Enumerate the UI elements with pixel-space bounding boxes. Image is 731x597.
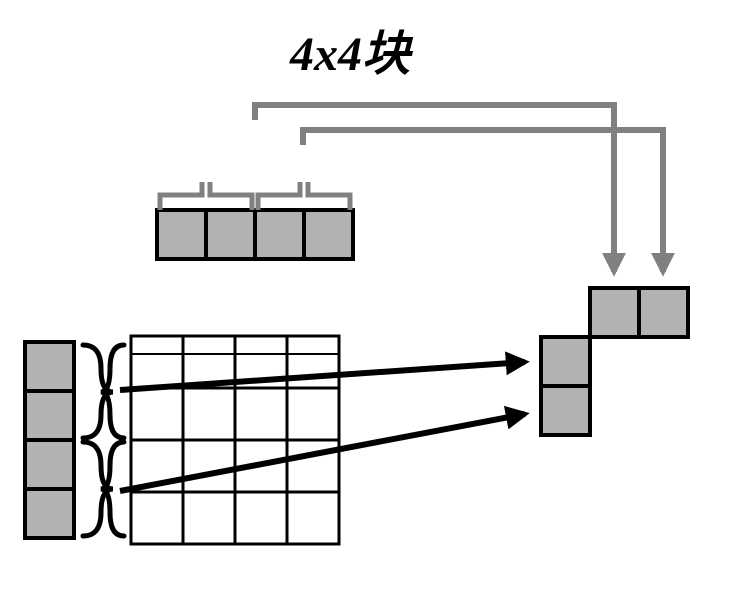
top-row-cell bbox=[255, 210, 304, 259]
diagram-title: 4x4块 bbox=[289, 28, 414, 81]
top-row-cell bbox=[157, 210, 206, 259]
top-right-pair-cell bbox=[639, 288, 688, 337]
left-col-cell bbox=[25, 440, 74, 489]
top-right-pair-cell bbox=[590, 288, 639, 337]
left-col-cell bbox=[25, 391, 74, 440]
top-bracket bbox=[160, 182, 252, 210]
top-bracket bbox=[258, 182, 350, 210]
left-col-cell bbox=[25, 489, 74, 538]
right-pair-cell bbox=[541, 337, 590, 386]
gray-arrow bbox=[303, 130, 663, 272]
right-pair-cell bbox=[541, 386, 590, 435]
top-row-cell bbox=[304, 210, 353, 259]
top-row-cell bbox=[206, 210, 255, 259]
left-col-cell bbox=[25, 342, 74, 391]
